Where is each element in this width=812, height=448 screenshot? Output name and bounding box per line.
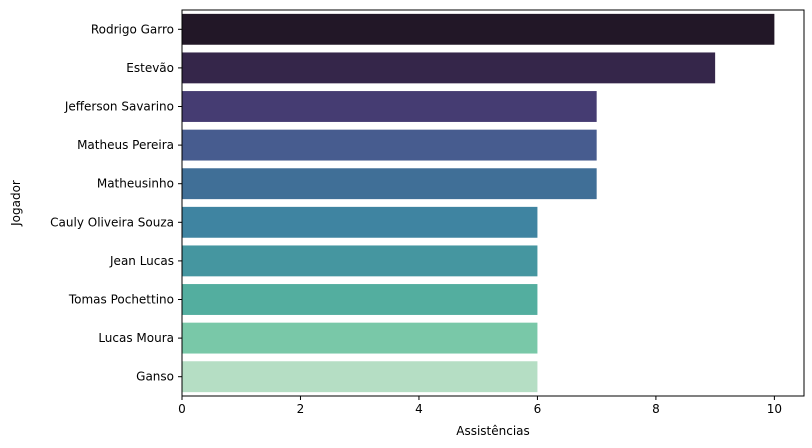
y-tick-label: Matheusinho bbox=[97, 177, 174, 191]
y-tick-label: Lucas Moura bbox=[98, 331, 174, 345]
bar bbox=[182, 206, 538, 238]
x-tick-label: 2 bbox=[297, 402, 305, 416]
y-tick-label: Matheus Pereira bbox=[77, 138, 174, 152]
plot-frame bbox=[181, 9, 805, 397]
y-axis-title: Jogador bbox=[9, 180, 23, 227]
y-tick-label: Tomas Pochettino bbox=[68, 293, 174, 307]
x-tick-label: 0 bbox=[178, 402, 186, 416]
x-tick-label: 8 bbox=[652, 402, 660, 416]
y-tick-label: Jefferson Savarino bbox=[64, 100, 174, 114]
x-tick-label: 4 bbox=[415, 402, 423, 416]
x-axis-ticks: 0 2 4 6 8 10 bbox=[178, 396, 782, 416]
bar bbox=[182, 13, 775, 45]
y-tick-label: Jean Lucas bbox=[109, 254, 174, 268]
bar bbox=[182, 361, 538, 393]
y-tick-label: Estevão bbox=[126, 61, 174, 75]
bar bbox=[182, 91, 597, 122]
bars-group bbox=[182, 13, 775, 393]
y-tick-label: Cauly Oliveira Souza bbox=[50, 215, 174, 229]
bar bbox=[182, 245, 538, 277]
bar bbox=[182, 129, 597, 161]
x-tick-label: 6 bbox=[534, 402, 542, 416]
bar bbox=[182, 284, 538, 315]
x-tick-label: 10 bbox=[767, 402, 782, 416]
bar bbox=[182, 52, 716, 84]
y-axis-ticks: Rodrigo Garro Estevão Jefferson Savarino Ma… bbox=[50, 22, 182, 384]
y-tick-label: Rodrigo Garro bbox=[91, 22, 174, 36]
x-axis-title: Assistências bbox=[456, 424, 530, 438]
y-tick-label: Ganso bbox=[136, 370, 174, 384]
bar bbox=[182, 168, 597, 200]
bar bbox=[182, 322, 538, 354]
